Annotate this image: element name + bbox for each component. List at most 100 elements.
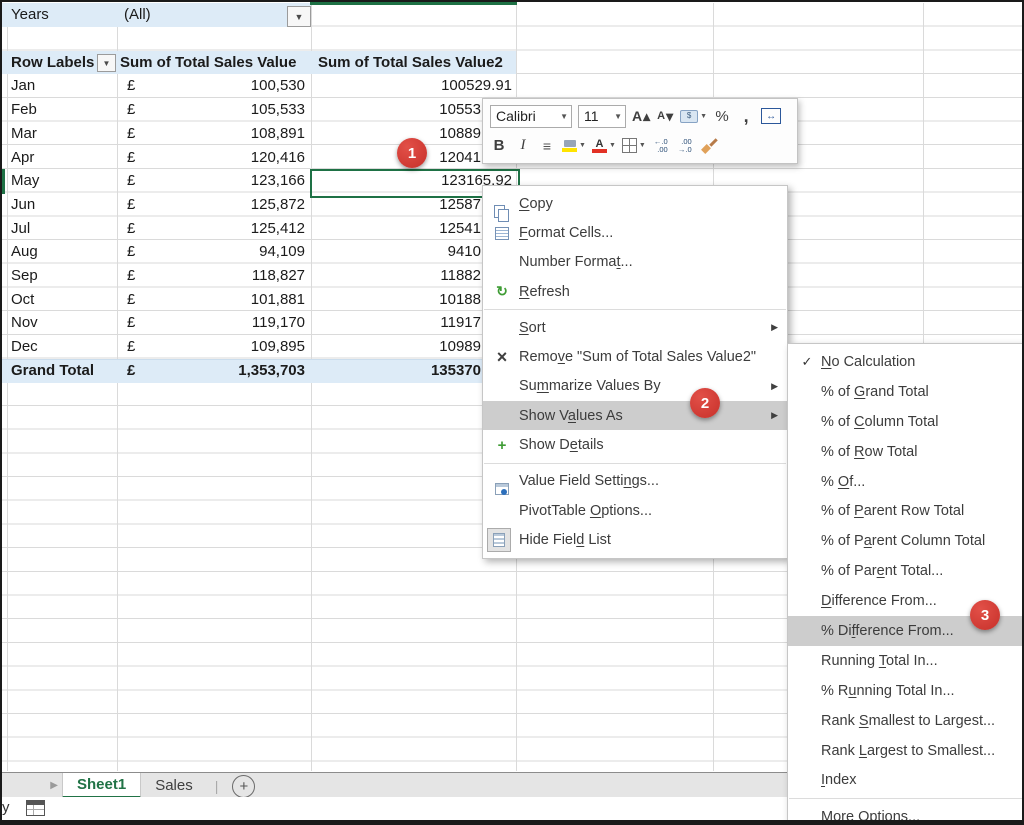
italic-button[interactable]: I <box>514 135 532 157</box>
cell-sales-value2[interactable]: 12541 <box>439 219 481 237</box>
menu-item-show-values-as[interactable]: Show Values As ▶ <box>483 401 787 431</box>
menu-item-number-format[interactable]: Number Format... <box>483 248 787 277</box>
cell-sales-value2[interactable]: 135370 <box>430 361 481 379</box>
cell-row-label[interactable]: Apr <box>11 148 35 166</box>
menu-item-running-total-in[interactable]: Running Total In... <box>788 646 1024 676</box>
increase-decimal-button[interactable]: ←.0.00 <box>652 135 670 157</box>
menu-item-of[interactable]: % Of... <box>788 467 1024 497</box>
header-value1[interactable]: Sum of Total Sales Value <box>120 53 297 71</box>
menu-item-format-cells[interactable]: Format Cells... <box>483 218 787 247</box>
fill-color-button[interactable]: ▼ <box>562 135 586 157</box>
cell-currency[interactable]: £ <box>127 314 136 332</box>
tab-scroll-right-button[interactable]: ▶ <box>0 773 62 798</box>
accounting-format-button[interactable]: $ ▼ <box>680 105 707 127</box>
cell-row-label[interactable]: Nov <box>11 314 38 332</box>
menu-item-pivottable-options[interactable]: PivotTable Options... <box>483 496 787 525</box>
cell-sales-value[interactable]: 100,530 <box>250 77 305 95</box>
cell-sales-value[interactable]: 105,533 <box>250 101 305 119</box>
menu-item-of-grand-total[interactable]: % of Grand Total <box>788 377 1024 407</box>
menu-item-index[interactable]: Index <box>788 765 1024 795</box>
cell-sales-value[interactable]: 1,353,703 <box>238 361 305 379</box>
cell-row-label[interactable]: May <box>11 172 40 190</box>
menu-item-summarize-values-by[interactable]: Summarize Values By ▶ <box>483 372 787 401</box>
filter-dropdown-button[interactable]: ▼ <box>287 6 311 27</box>
cell-row-label[interactable]: Oct <box>11 290 35 308</box>
grow-font-button[interactable]: A ▴ <box>632 105 650 127</box>
filter-value[interactable]: (All) <box>124 6 151 24</box>
cell-currency[interactable]: £ <box>127 267 136 284</box>
menu-item-of-column-total[interactable]: % of Column Total <box>788 407 1024 437</box>
shrink-font-button[interactable]: A ▾ <box>656 105 674 127</box>
cell-sales-value[interactable]: 108,891 <box>250 124 305 142</box>
menu-item-show-details[interactable]: + Show Details <box>483 430 787 459</box>
menu-item-of-parent-row-total[interactable]: % of Parent Row Total <box>788 496 1024 526</box>
cell-sales-value[interactable]: 119,170 <box>251 314 305 332</box>
menu-item-of-parent-total[interactable]: % of Parent Total... <box>788 556 1024 586</box>
font-name-select[interactable]: Calibri ▼ <box>490 104 572 128</box>
cell-currency[interactable]: £ <box>127 290 136 308</box>
row-labels-filter-button[interactable]: ▼ <box>97 54 116 72</box>
menu-item-value-field-settings[interactable]: Value Field Settings... <box>483 467 787 496</box>
cell-sales-value[interactable]: 125,412 <box>250 219 305 237</box>
cell-sales-value[interactable]: 101,881 <box>250 290 305 308</box>
menu-item-hide-field-list[interactable]: Hide Field List <box>483 525 787 554</box>
cell-currency[interactable]: £ <box>127 243 136 261</box>
cell-currency[interactable]: £ <box>127 77 136 95</box>
cell-sales-value2[interactable]: 12041 <box>439 148 481 166</box>
cell-sales-value[interactable]: 118,827 <box>251 267 305 284</box>
cell-currency[interactable]: £ <box>127 195 136 213</box>
cell-sales-value[interactable]: 94,109 <box>259 243 305 261</box>
cell-sales-value2[interactable]: 10553 <box>439 101 481 119</box>
sheet-tab-sales[interactable]: Sales <box>141 773 207 798</box>
cell-sales-value[interactable]: 125,872 <box>250 195 305 213</box>
menu-item-copy[interactable]: Copy <box>483 189 787 222</box>
menu-item-refresh[interactable]: ↻ Refresh <box>483 277 787 306</box>
menu-item-rank-smallest-to-largest[interactable]: Rank Smallest to Largest... <box>788 706 1024 736</box>
header-row-labels[interactable]: Row Labels <box>11 53 95 71</box>
header-value2[interactable]: Sum of Total Sales Value2 <box>318 53 503 71</box>
cell-row-label[interactable]: Dec <box>11 338 38 356</box>
cell-row-label[interactable]: Jul <box>11 219 31 237</box>
cell-currency[interactable]: £ <box>127 361 136 379</box>
filter-label[interactable]: Years <box>11 6 49 24</box>
cell-sales-value2[interactable]: 11882 <box>440 267 481 284</box>
cell-row-label[interactable]: Sep <box>11 267 38 284</box>
format-painter-button[interactable] <box>700 135 719 157</box>
macro-record-icon[interactable] <box>26 800 45 816</box>
decrease-decimal-button[interactable]: .00 →.0 <box>676 135 694 157</box>
cell-row-label[interactable]: Mar <box>11 124 37 142</box>
cell-row-label[interactable]: Aug <box>11 243 38 261</box>
cell-row-label[interactable]: Grand Total <box>11 361 95 379</box>
cell-currency[interactable]: £ <box>127 172 136 190</box>
sheet-tab-sheet1[interactable]: Sheet1 <box>62 773 142 798</box>
cell-sales-value2[interactable]: 11917 <box>440 314 481 332</box>
cell-sales-value2[interactable]: 12587 <box>439 195 481 213</box>
cell-row-label[interactable]: Feb <box>11 101 37 119</box>
cell-sales-value2[interactable]: 10989 <box>439 338 481 356</box>
borders-button[interactable]: ▼ <box>621 135 646 157</box>
menu-item-sort[interactable]: Sort ▶ <box>483 313 787 342</box>
cell-currency[interactable]: £ <box>127 124 136 142</box>
cell-sales-value[interactable]: 109,895 <box>250 338 305 356</box>
cell-sales-value[interactable]: 123,166 <box>250 172 305 190</box>
cell-sales-value[interactable]: 120,416 <box>250 148 305 166</box>
cell-sales-value2[interactable]: 123165.92 <box>441 172 512 190</box>
menu-item-remove-sum-of-total-sales-value2[interactable]: × Remove "Sum of Total Sales Value2" <box>483 342 787 371</box>
merge-center-button[interactable]: ↔ <box>761 105 782 127</box>
cell-currency[interactable]: £ <box>127 148 136 166</box>
cell-sales-value2[interactable]: 100529.91 <box>441 77 512 95</box>
menu-item-running-total-in[interactable]: % Running Total In... <box>788 676 1024 706</box>
cell-row-label[interactable]: Jun <box>11 195 36 213</box>
cell-currency[interactable]: £ <box>127 101 136 119</box>
cell-currency[interactable]: £ <box>127 338 136 356</box>
cell-currency[interactable]: £ <box>127 219 136 237</box>
cell-row-label[interactable]: Jan <box>11 77 36 95</box>
menu-item-no-calculation[interactable]: ✓ No Calculation <box>788 347 1024 377</box>
new-sheet-button[interactable]: + <box>232 775 256 798</box>
font-size-select[interactable]: 11 ▼ <box>578 104 626 128</box>
cell-sales-value2[interactable]: 9410 <box>447 243 481 261</box>
menu-item-rank-largest-to-smallest[interactable]: Rank Largest to Smallest... <box>788 736 1024 766</box>
cell-sales-value2[interactable]: 10188 <box>439 290 481 308</box>
bold-button[interactable]: B <box>490 135 508 157</box>
cell-sales-value2[interactable]: 10889 <box>439 124 481 142</box>
